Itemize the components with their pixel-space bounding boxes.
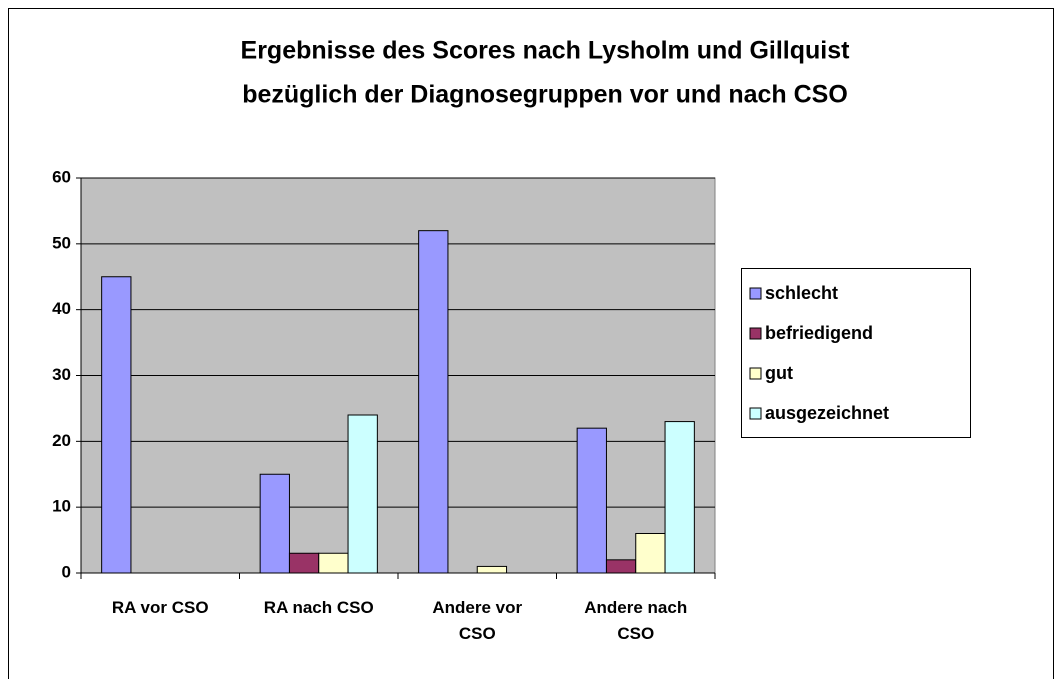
x-tick-label: Andere nach CSO <box>584 598 688 643</box>
legend-label: ausgezeichnet <box>765 403 889 423</box>
legend-swatch <box>749 327 762 340</box>
chart-title: bezüglich der Diagnosegruppen vor und na… <box>242 81 848 109</box>
chart-title: Ergebnisse des Scores nach Lysholm und G… <box>241 37 851 65</box>
bar <box>605 559 637 574</box>
bar <box>259 473 290 574</box>
y-tick-label: 60 <box>52 167 71 186</box>
bar <box>664 421 695 574</box>
bar <box>318 552 349 574</box>
legend-box <box>741 268 971 438</box>
bar <box>418 230 449 574</box>
x-tick-label: RA vor CSO <box>111 598 209 617</box>
bar <box>347 414 378 574</box>
y-tick-label: 50 <box>52 233 71 252</box>
bar <box>635 533 666 574</box>
y-tick-label: 20 <box>52 431 71 450</box>
legend-label: befriedigend <box>765 323 873 343</box>
legend-label: schlecht <box>765 283 838 303</box>
bar <box>288 552 320 574</box>
legend-swatch <box>749 287 762 300</box>
y-tick-label: 10 <box>52 497 71 516</box>
bar <box>101 276 132 574</box>
x-tick-label: Andere vor CSO <box>432 598 523 643</box>
bar <box>476 565 508 574</box>
bar <box>576 427 607 574</box>
legend-swatch <box>749 407 762 420</box>
x-tick-label: RA nach CSO <box>263 598 374 617</box>
y-tick-label: 0 <box>62 562 71 581</box>
legend-swatch <box>749 367 762 380</box>
y-tick-label: 30 <box>52 365 71 384</box>
legend-label: gut <box>765 363 793 383</box>
y-tick-label: 40 <box>52 299 71 318</box>
